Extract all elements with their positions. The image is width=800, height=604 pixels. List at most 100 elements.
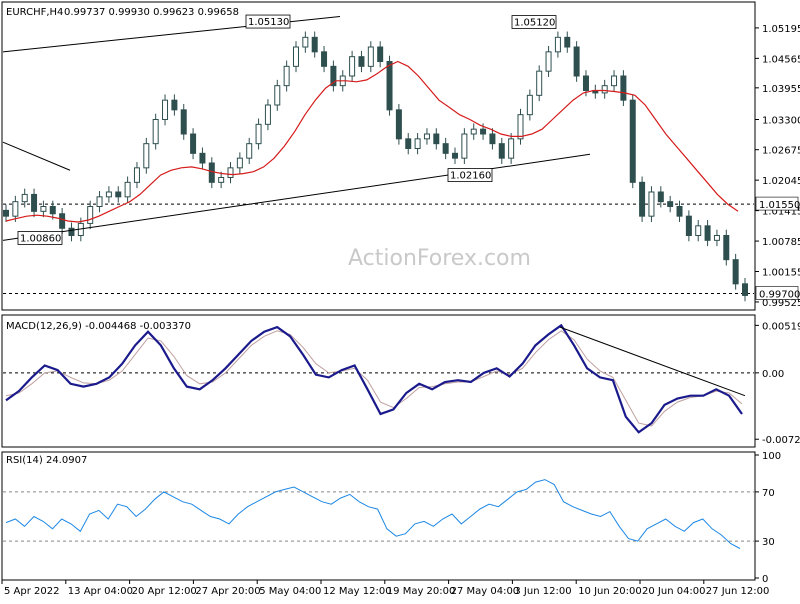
candle-body xyxy=(480,128,487,135)
time-tick-label: 12 May 12:00 xyxy=(323,586,392,597)
candle xyxy=(639,176,646,222)
time-tick-label: 20 Apr 12:00 xyxy=(132,586,197,597)
candle-body xyxy=(96,196,103,207)
candle xyxy=(31,188,38,218)
candle-body xyxy=(517,114,524,140)
candle xyxy=(358,50,365,73)
annotation-label: 1.05120 xyxy=(514,18,555,29)
candle-body xyxy=(162,99,169,120)
rsi-panel-frame xyxy=(1,451,756,581)
annotation-label: 1.05130 xyxy=(248,17,289,28)
candle-body xyxy=(433,133,440,145)
candle xyxy=(554,31,561,58)
candle xyxy=(143,137,150,174)
candle-body xyxy=(423,133,430,140)
candle xyxy=(648,186,655,222)
candle xyxy=(704,220,711,247)
candle xyxy=(321,46,328,73)
ohlc-label: 0.99737 0.99930 0.99623 0.99658 xyxy=(64,7,239,18)
candle-body xyxy=(704,225,711,241)
candle-body xyxy=(349,56,356,77)
candle-body xyxy=(68,227,75,236)
candle-body xyxy=(639,181,646,217)
candle-body xyxy=(620,75,627,101)
candle xyxy=(742,278,748,302)
candle-body xyxy=(302,36,309,48)
candle xyxy=(657,186,664,208)
annotation-label: 1.02160 xyxy=(450,171,491,182)
macd-main-line xyxy=(5,323,743,434)
time-tick-label: 27 Jun 12:00 xyxy=(706,586,770,597)
candle xyxy=(152,113,159,150)
candle-body xyxy=(330,65,337,87)
price-tick-label: 1.01415 xyxy=(762,207,800,218)
candle xyxy=(620,70,627,106)
candle xyxy=(545,46,552,77)
rsi-tick-label: 100 xyxy=(762,451,781,462)
macd-tick-label: 0.00 xyxy=(762,369,784,380)
candle xyxy=(302,31,309,53)
candle-body xyxy=(255,123,262,145)
candle xyxy=(190,128,197,160)
candle xyxy=(526,89,533,121)
candle-body xyxy=(657,191,664,203)
candle-body xyxy=(498,143,505,159)
time-tick-label: 13 Apr 04:00 xyxy=(68,586,133,597)
candle-body xyxy=(180,109,187,135)
price-annotations: 1.00860 1.05130 1.02160 1.05120 xyxy=(17,14,557,245)
time-tick-label: 5 Apr 2022 xyxy=(4,586,59,597)
candle xyxy=(349,50,356,82)
macd-trendline xyxy=(559,326,746,397)
candle xyxy=(423,128,430,145)
candle xyxy=(218,171,225,189)
candle-body xyxy=(611,75,618,87)
candle-body xyxy=(695,225,702,236)
annotation-box xyxy=(17,231,63,245)
macd-panel-frame xyxy=(1,314,756,448)
price-candles xyxy=(3,31,748,302)
candle-body xyxy=(274,85,281,106)
candle xyxy=(489,128,496,150)
candle xyxy=(367,41,374,73)
candle-body xyxy=(732,259,739,285)
candle xyxy=(21,188,28,208)
candle-body xyxy=(676,206,683,217)
candle-body xyxy=(582,75,589,91)
time-tick-label: 10 Jun 20:00 xyxy=(578,586,642,597)
current-price-tag-box xyxy=(755,286,799,300)
annotation-box xyxy=(511,15,557,29)
candle xyxy=(12,195,19,222)
candle xyxy=(3,204,9,222)
candle-body xyxy=(143,143,150,169)
time-tick-label: 19 May 20:00 xyxy=(387,586,456,597)
candle xyxy=(470,123,477,140)
candle xyxy=(695,220,702,242)
candle-body xyxy=(21,193,28,203)
rsi-lines xyxy=(3,479,754,549)
candle-body xyxy=(377,46,384,62)
candle-body xyxy=(236,157,243,169)
macd-signal-line xyxy=(5,330,743,427)
price-tick-label: 1.03955 xyxy=(762,84,800,95)
candle-body xyxy=(190,133,197,154)
candle xyxy=(685,210,692,242)
candle-body xyxy=(742,283,748,296)
candle-body xyxy=(40,206,47,212)
symbol-label: EURCHF,H4 xyxy=(6,7,63,18)
price-axis: 1.05195 1.04565 1.03955 1.03300 1.02675 1.020… xyxy=(755,24,800,309)
candle xyxy=(227,162,234,184)
candle-body xyxy=(133,167,140,183)
rsi-label: RSI(14) 24.0907 xyxy=(6,455,87,466)
macd-label: MACD(12,26,9) -0.004468 -0.003370 xyxy=(6,321,191,332)
candle xyxy=(59,207,66,235)
candle xyxy=(162,94,169,126)
candle-body xyxy=(442,143,449,154)
candle xyxy=(414,133,421,155)
candle xyxy=(508,133,515,164)
price-tick-label: 1.02045 xyxy=(762,176,800,187)
candle-body xyxy=(723,235,730,261)
candle xyxy=(405,133,412,155)
candle-body xyxy=(554,36,561,53)
watermark: ActionForex.com xyxy=(348,246,531,271)
